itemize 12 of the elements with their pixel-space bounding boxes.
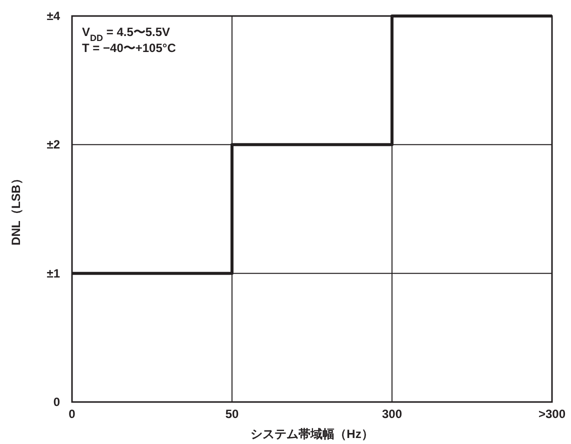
- y-tick-label: ±2: [46, 138, 60, 152]
- y-tick-label: 0: [53, 395, 60, 409]
- y-axis-title: DNL（LSB）: [9, 172, 23, 246]
- y-tick-label: ±4: [46, 9, 60, 23]
- x-tick-label: 300: [382, 407, 402, 421]
- x-tick-label: 50: [225, 407, 239, 421]
- y-tick-label: ±1: [46, 266, 60, 280]
- x-tick-label: 0: [68, 407, 76, 421]
- annotation: V$_{DD}$ = 4.5〜5.5V: [82, 25, 170, 43]
- annotation: T = −40〜+105°C: [82, 41, 176, 55]
- x-tick-label: >300: [538, 407, 566, 421]
- x-axis-title: システム帯域幅（Hz）: [250, 427, 374, 441]
